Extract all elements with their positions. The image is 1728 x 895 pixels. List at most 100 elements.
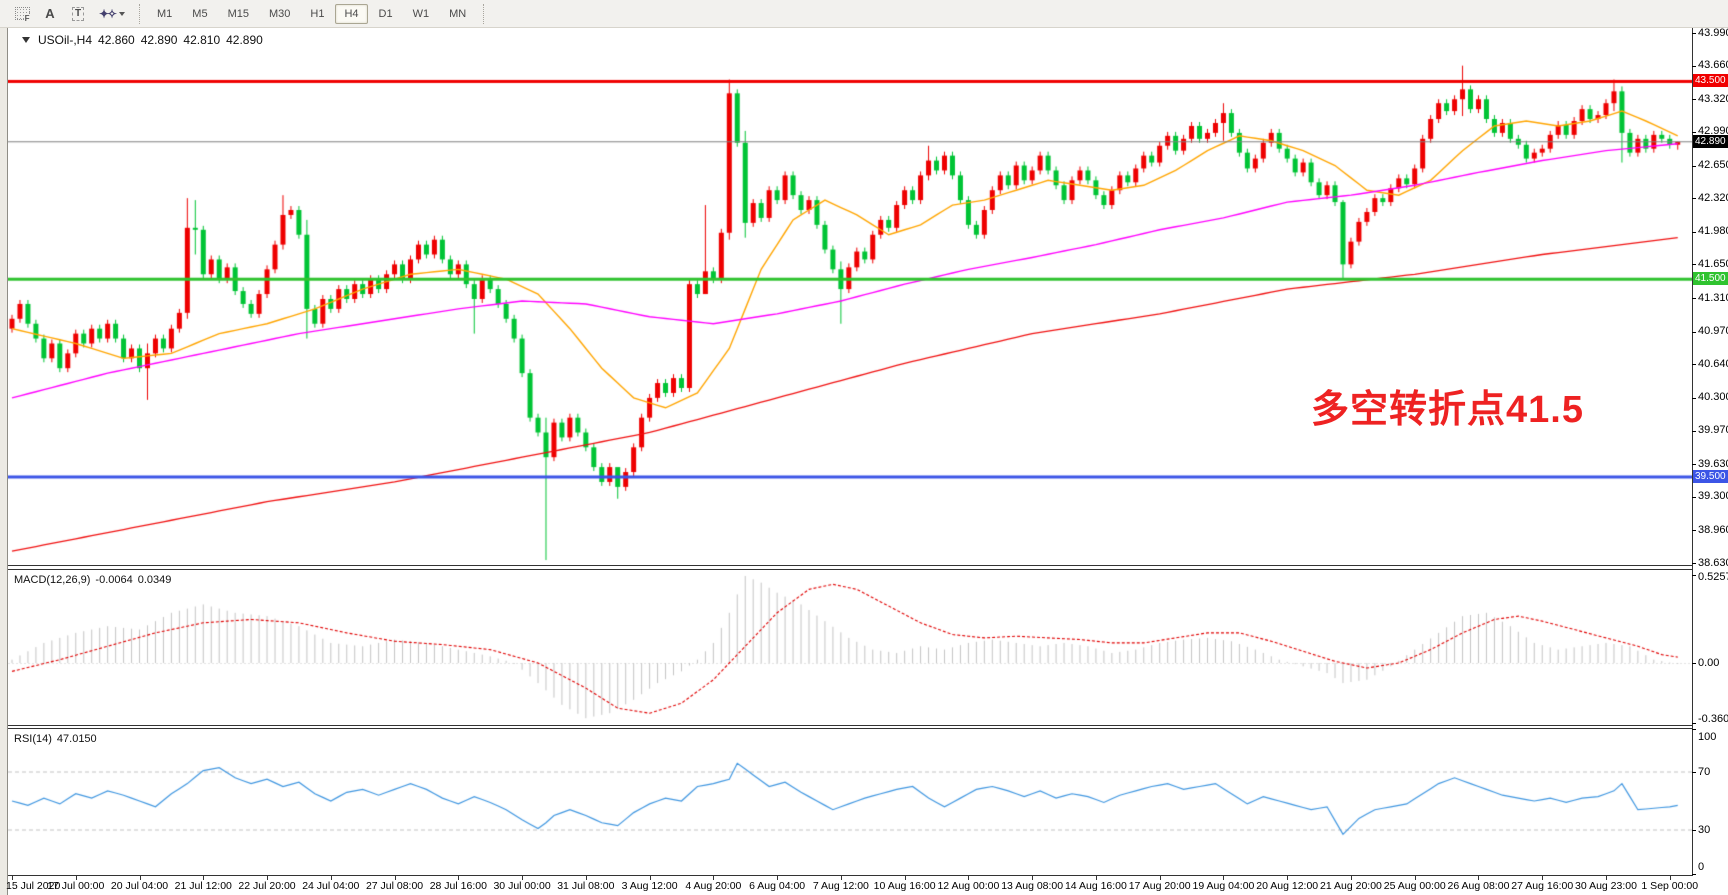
rsi-axis-label: 100 [1698, 731, 1717, 743]
toolbar-separator [139, 3, 140, 24]
time-axis-tick [1414, 876, 1416, 880]
time-axis-label: 10 Aug 16:00 [873, 880, 936, 892]
price-axis-label: 41.310 [1698, 291, 1728, 304]
time-axis-label: 27 Jul 08:00 [365, 880, 424, 892]
price-chart-panel: USOil-,H4 42.860 42.890 42.810 42.890 多空… [8, 28, 1692, 566]
timeframe-button-h4[interactable]: H4 [335, 3, 368, 24]
grid-cells-tool-button[interactable]: F [8, 3, 36, 25]
left-window-gutter [0, 28, 8, 895]
time-axis-tick [1032, 876, 1034, 880]
price-axis-label: 43.320 [1698, 92, 1728, 105]
hline-price-badge: 39.500 [1693, 469, 1728, 483]
timeframe-button-h1[interactable]: H1 [310, 7, 325, 20]
timeframe-button-m1[interactable]: M1 [157, 7, 173, 20]
price-axis-label: 40.970 [1698, 325, 1728, 338]
time-axis-label: 21 Aug 20:00 [1320, 880, 1382, 892]
macd-canvas[interactable] [8, 570, 1692, 725]
macd-axis-label: 0.5257 [1698, 571, 1728, 583]
timeframe-button-mn[interactable]: MN [449, 7, 467, 20]
price-axis-tick [1692, 530, 1696, 532]
time-axis-label: 28 Jul 16:00 [429, 880, 487, 892]
price-axis-tick [1692, 264, 1696, 266]
timeframe-button-w1[interactable]: W1 [412, 7, 430, 20]
price-axis-tick [1692, 131, 1696, 133]
chevron-down-icon [119, 11, 126, 16]
time-axis-tick [1542, 876, 1544, 880]
rsi-header: RSI(14) 47.0150 [14, 733, 97, 745]
rsi-axis-tick [1692, 830, 1696, 831]
time-axis-label: 15 Jul 2020 [6, 880, 61, 892]
timeframe-button-d1[interactable]: D1 [378, 7, 393, 20]
time-axis-tick [267, 876, 269, 880]
price-axis-label: 42.990 [1698, 125, 1728, 138]
quote-close: 42.890 [226, 33, 263, 47]
price-axis-tick [1692, 65, 1696, 67]
price-axis-label: 40.300 [1698, 391, 1728, 404]
current-price-badge: 42.890 [1693, 134, 1728, 148]
time-axis-label: 7 Aug 12:00 [812, 880, 869, 892]
time-axis-tick [203, 876, 205, 880]
sparkle-arrows-icon: ✦✧ [98, 6, 117, 21]
grid-cells-icon: F [14, 7, 30, 23]
time-axis-tick [12, 876, 13, 880]
chart-text-annotation[interactable]: 多空转折点41.5 [1311, 389, 1584, 431]
time-axis-tick [713, 876, 715, 880]
timeframe-button-m5[interactable]: M5 [192, 7, 208, 20]
time-axis-tick [585, 876, 587, 880]
time-axis-tick [777, 876, 779, 880]
collapse-triangle-icon[interactable] [22, 37, 30, 43]
macd-axis-tick [1692, 574, 1696, 576]
time-axis-label: 25 Aug 00:00 [1383, 880, 1446, 892]
time-axis-tick [1669, 876, 1671, 880]
time-axis-tick [1606, 876, 1607, 880]
macd-label: MACD(12,26,9) [14, 574, 91, 586]
rsi-canvas[interactable] [8, 729, 1692, 875]
symbol-period-label: USOil-,H4 [38, 33, 93, 47]
timeframe-button-m30[interactable]: M30 [268, 7, 291, 20]
macd-signal-value: 0.0349 [137, 574, 172, 586]
time-axis-tick [649, 876, 651, 880]
time-axis-tick [522, 876, 524, 880]
pointer-label-tool-button[interactable]: A [36, 3, 64, 25]
price-axis-label: 41.980 [1698, 225, 1728, 238]
price-axis-tick [1692, 298, 1696, 299]
price-chart-canvas[interactable] [8, 28, 1692, 566]
time-axis-tick [75, 876, 77, 880]
price-axis-tick [1692, 331, 1696, 333]
price-axis-label: 39.300 [1698, 490, 1728, 503]
time-axis-label: 30 Jul 00:00 [493, 880, 551, 892]
time-axis-tick [1095, 876, 1097, 880]
price-axis-tick [1692, 33, 1696, 34]
price-axis-label: 39.970 [1698, 424, 1728, 436]
time-axis-label: 19 Aug 04:00 [1192, 880, 1255, 892]
price-axis-label: 42.320 [1698, 191, 1728, 204]
text-tool-icon: T [71, 6, 85, 21]
time-axis-label: 24 Jul 04:00 [302, 880, 360, 892]
macd-axis-tick [1692, 663, 1696, 664]
price-axis-label: 41.650 [1698, 257, 1728, 270]
macd-header: MACD(12,26,9) -0.0064 0.0349 [14, 574, 171, 586]
time-axis-label: 17 Jul 00:00 [47, 880, 105, 892]
time-axis-tick [1223, 876, 1225, 880]
time-axis-label: 6 Aug 04:00 [749, 880, 806, 892]
top-toolbar: F A T ✦✧ M1 M5 M15 M30 H1 H4 D1 W1 MN [0, 0, 1728, 28]
time-axis-label: 20 Jul 04:00 [110, 880, 169, 892]
price-axis-tick [1692, 563, 1696, 565]
arrow-style-tool-button[interactable]: ✦✧ [92, 3, 132, 25]
time-axis-tick [1478, 876, 1480, 880]
rsi-axis-label: 0 [1698, 861, 1705, 873]
time-axis-label: 21 Jul 12:00 [174, 880, 232, 892]
text-tool-button[interactable]: T [64, 3, 92, 25]
price-axis-label: 38.960 [1698, 523, 1728, 536]
quote-open: 42.860 [98, 33, 135, 47]
time-axis-label: 14 Aug 16:00 [1064, 880, 1127, 892]
toolbar-separator [483, 3, 485, 24]
price-axis-tick [1692, 99, 1696, 101]
timeframe-button-m15[interactable]: M15 [227, 7, 249, 20]
price-axis-tick [1692, 397, 1696, 399]
macd-axis-tick [1692, 723, 1696, 725]
price-axis-label: 43.990 [1698, 26, 1728, 39]
price-axis-label: 43.660 [1698, 59, 1728, 72]
hline-price-badge: 43.500 [1693, 74, 1728, 88]
rsi-axis-label: 70 [1698, 766, 1711, 778]
